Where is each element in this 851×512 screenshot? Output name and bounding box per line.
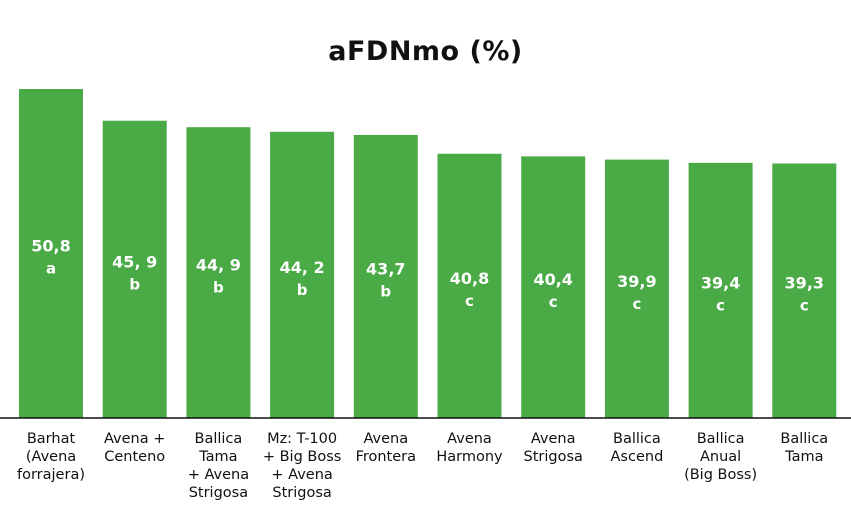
- chart-title: aFDNmo (%): [328, 36, 523, 67]
- bar: [186, 127, 251, 418]
- category-label-line: Strigosa: [189, 485, 248, 501]
- data-label-value: 50,8: [31, 237, 70, 256]
- category-label: Mz: T-100 + Big Boss + Avena Strigosa: [263, 431, 341, 501]
- category-label: Ballica Tama + Avena Strigosa: [188, 431, 249, 501]
- category-label-line: + Big Boss: [263, 449, 341, 465]
- category-label-line: Ballica: [195, 431, 243, 447]
- category-label-line: Ballica: [697, 431, 745, 447]
- data-label-value: 45, 9: [112, 252, 157, 271]
- category-label-line: Avena: [447, 431, 492, 447]
- data-label-group: c: [632, 295, 641, 313]
- bar: [19, 89, 83, 418]
- bar: [772, 163, 837, 418]
- bar: [604, 159, 669, 418]
- data-label-group: b: [213, 279, 224, 297]
- category-label-line: Avena +: [104, 431, 165, 447]
- category-label-line: Anual: [700, 449, 741, 465]
- data-label-value: 40,8: [450, 269, 489, 288]
- category-label-line: Avena: [531, 431, 576, 447]
- category-label-line: Mz: T-100: [267, 431, 337, 447]
- category-label-line: Harmony: [436, 449, 503, 465]
- value-labels-layer: 50,8 a 45, 9 b 44, 9 b 44, 2 b 43,7 b 40,8 c 40,4 c 39…: [31, 237, 824, 315]
- bar: [521, 156, 586, 419]
- category-label-line: (Big Boss): [684, 467, 757, 483]
- category-label-line: + Avena: [271, 467, 332, 483]
- category-label-line: (Avena: [26, 449, 76, 465]
- category-label: Ballica Tama: [780, 431, 828, 465]
- bar: [688, 162, 753, 418]
- category-label-line: Ballica: [613, 431, 661, 447]
- data-label-value: 39,3: [785, 274, 824, 293]
- category-label-line: Ballica: [780, 431, 828, 447]
- data-label-group: c: [800, 297, 809, 315]
- data-label-group: b: [129, 275, 140, 293]
- data-label-group: a: [46, 260, 56, 278]
- category-labels-layer: Barhat (Avena forrajera) Avena + Centeno Ball…: [17, 431, 828, 501]
- category-label-line: Ascend: [611, 449, 664, 465]
- category-label: Ballica Ascend: [611, 431, 664, 465]
- data-label-value: 39,4: [701, 273, 740, 292]
- category-label-line: Strigosa: [272, 485, 331, 501]
- category-label-line: + Avena: [188, 467, 249, 483]
- bar: [102, 120, 167, 418]
- data-label-group: b: [380, 282, 391, 300]
- data-label-value: 39,9: [617, 272, 656, 291]
- bar: [437, 153, 502, 418]
- category-label: Barhat (Avena forrajera): [17, 431, 85, 483]
- data-label-value: 40,4: [533, 270, 572, 289]
- category-label-line: Barhat: [27, 431, 76, 447]
- category-label-line: Strigosa: [523, 449, 582, 465]
- data-label-value: 44, 2: [280, 258, 325, 277]
- category-label-line: Tama: [784, 449, 823, 465]
- category-label: Avena + Centeno: [104, 431, 165, 465]
- category-label-line: Avena: [363, 431, 408, 447]
- category-label-line: Frontera: [356, 449, 416, 465]
- category-label: Avena Strigosa: [523, 431, 582, 465]
- data-label-value: 44, 9: [196, 256, 241, 275]
- data-label-group: c: [465, 292, 474, 310]
- category-label-line: Centeno: [104, 449, 165, 465]
- category-label: Ballica Anual (Big Boss): [684, 431, 757, 483]
- category-label: Avena Frontera: [356, 431, 416, 465]
- data-label-group: c: [716, 296, 725, 314]
- bar: [270, 131, 335, 419]
- category-label-line: Tama: [198, 449, 237, 465]
- data-label-value: 43,7: [366, 259, 405, 278]
- category-label-line: forrajera): [17, 467, 85, 483]
- bar: [353, 134, 418, 418]
- bars-layer: [19, 89, 837, 419]
- data-label-group: b: [297, 281, 308, 299]
- category-label: Avena Harmony: [436, 431, 503, 465]
- data-label-group: c: [549, 293, 558, 311]
